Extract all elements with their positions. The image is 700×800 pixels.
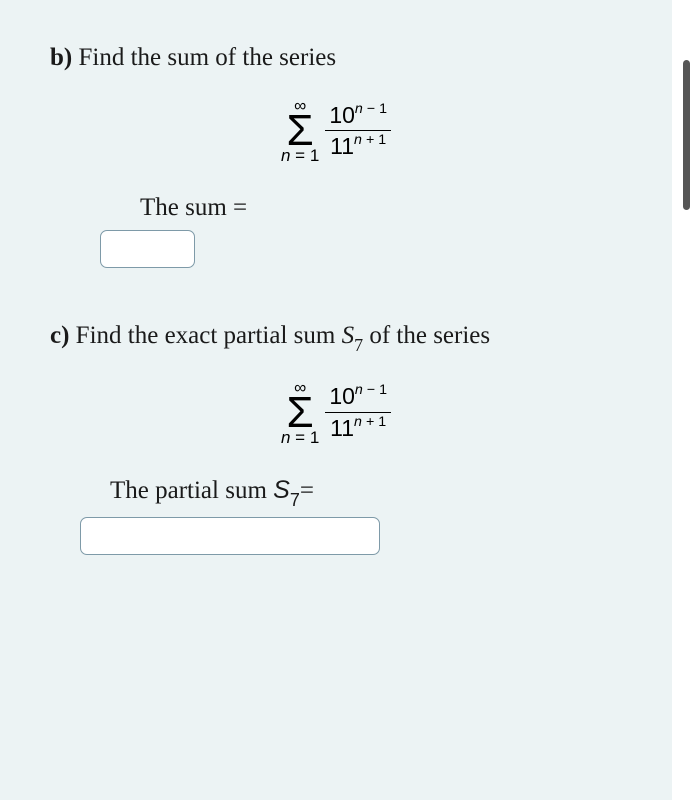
numerator: 10n − 1 <box>325 102 391 128</box>
problem-c-prompt: c) Find the exact partial sum S7 of the … <box>50 318 622 356</box>
page-content: b) Find the sum of the series ∞ Σ n = 1 … <box>0 0 672 800</box>
fraction: 10n − 1 11n + 1 <box>325 102 391 160</box>
problem-b-prompt: b) Find the sum of the series <box>50 40 622 75</box>
sigma-symbol: Σ <box>287 112 314 149</box>
problem-c-answer-input[interactable] <box>80 517 380 555</box>
problem-c-label: c) <box>50 322 69 349</box>
numerator: 10n − 1 <box>325 383 391 409</box>
problem-b-label: b) <box>50 44 72 71</box>
problem-b: b) Find the sum of the series ∞ Σ n = 1 … <box>50 40 622 268</box>
problem-b-text: Find the sum of the series <box>78 44 336 71</box>
sigma-operator: ∞ Σ n = 1 <box>281 97 319 164</box>
problem-c-math-s7: S7 <box>342 322 364 349</box>
sigma-symbol: Σ <box>287 394 314 431</box>
denominator: 11n + 1 <box>326 133 390 159</box>
scrollbar-thumb[interactable] <box>683 60 690 210</box>
problem-b-answer-label: The sum = <box>50 194 622 222</box>
scrollbar-track[interactable] <box>672 0 700 800</box>
problem-c-text-1: Find the exact partial sum <box>76 322 336 349</box>
fraction-bar <box>325 412 391 413</box>
denominator: 11n + 1 <box>326 415 390 441</box>
sigma-operator: ∞ Σ n = 1 <box>281 379 319 446</box>
problem-c-answer-math: S7 <box>273 476 300 504</box>
problem-b-answer-input[interactable] <box>100 230 195 268</box>
problem-c-input-row <box>50 517 622 555</box>
problem-c: c) Find the exact partial sum S7 of the … <box>50 318 622 555</box>
sigma-lower: n = 1 <box>281 147 319 164</box>
problem-c-text-2: of the series <box>369 322 490 349</box>
problem-c-formula: ∞ Σ n = 1 10n − 1 11n + 1 <box>50 379 622 446</box>
problem-b-formula: ∞ Σ n = 1 10n − 1 11n + 1 <box>50 97 622 164</box>
fraction: 10n − 1 11n + 1 <box>325 383 391 441</box>
problem-c-answer-label: The partial sum S7= <box>50 476 622 509</box>
problem-b-input-row <box>50 230 622 268</box>
sigma-lower: n = 1 <box>281 429 319 446</box>
